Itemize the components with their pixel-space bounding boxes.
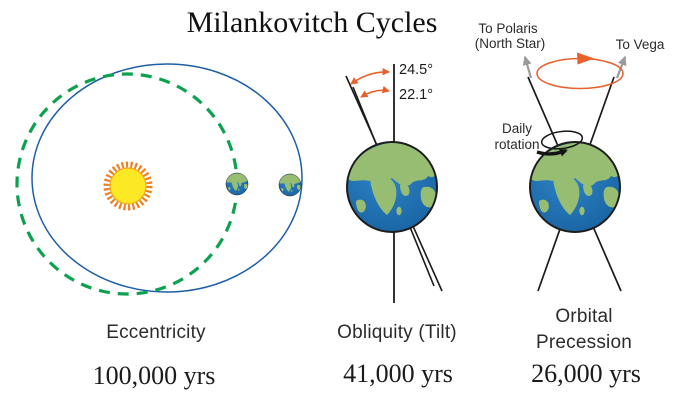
obliquity-panel-graphic [345, 64, 443, 303]
earth-globe-on-dashed-orbit [226, 173, 248, 195]
precession-panel-graphic [522, 52, 627, 292]
eccentricity-panel-graphic [15, 63, 303, 296]
to-polaris-label: To Polaris [478, 21, 538, 36]
precession-label: Orbital Precession [536, 306, 632, 353]
earth-globe-on-solid-orbit [279, 174, 301, 196]
eccentric-orbit-ellipse [31, 63, 303, 293]
sun-graphic [103, 161, 153, 211]
min-tilt-angle-label: 22.1° [399, 87, 434, 103]
daily-rotation-loop [540, 130, 584, 150]
daily-rotation-arrow [536, 148, 568, 157]
diagram-title: Milankovitch Cycles [186, 6, 438, 39]
earth-globe-obliquity [347, 142, 437, 232]
eccentricity-label: Eccentricity [106, 322, 206, 343]
to-polaris-arrow [522, 55, 533, 79]
precession-direction-arrowhead [577, 52, 595, 65]
daily-rotation-label: Daily rotation [494, 121, 540, 152]
eccentricity-period: 100,000 yrs [92, 361, 216, 390]
north-star-sublabel: (North Star) [474, 36, 546, 51]
max-tilt-angle-label: 24.5° [399, 62, 434, 78]
sun-rays [103, 161, 153, 211]
precession-period: 26,000 yrs [531, 359, 641, 388]
earth-globe-precession [530, 142, 620, 232]
obliquity-label: Obliquity (Tilt) [337, 322, 457, 343]
tilt-range-arrow-22 [360, 85, 390, 98]
tilt-range-arrow-24 [350, 67, 390, 85]
to-vega-label: To Vega [615, 37, 665, 52]
to-vega-arrow [615, 55, 627, 79]
obliquity-period: 41,000 yrs [343, 359, 453, 388]
sun-disk [109, 167, 147, 205]
